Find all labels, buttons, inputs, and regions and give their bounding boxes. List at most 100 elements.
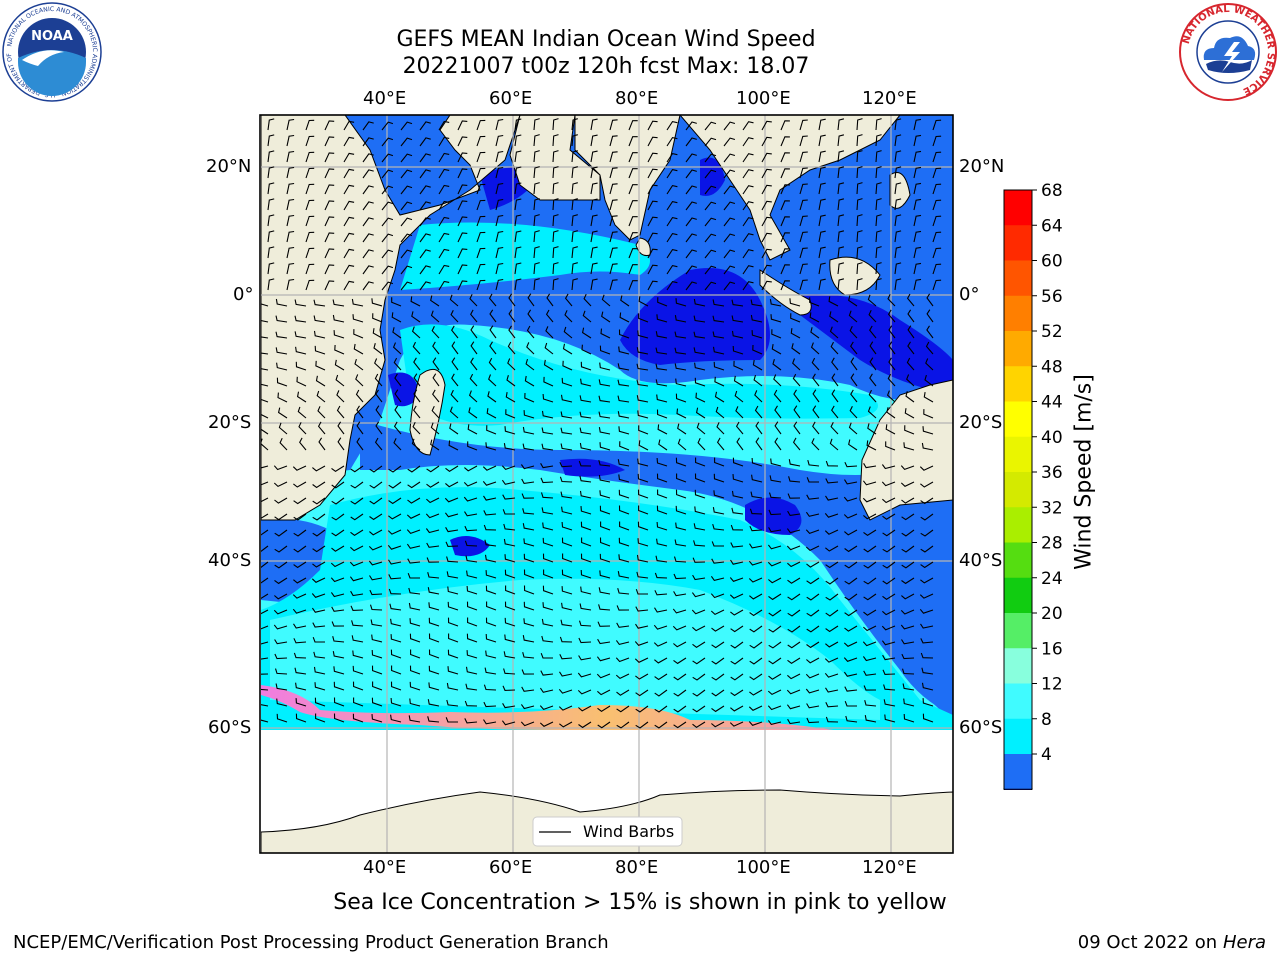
wind-barb — [445, 541, 459, 547]
wind-barb — [295, 346, 307, 355]
wind-barb — [571, 198, 578, 211]
wind-barb — [901, 545, 915, 553]
wind-barb — [267, 118, 275, 131]
wind-barb — [448, 440, 459, 451]
wind-barb — [755, 421, 763, 435]
wind-barb — [564, 293, 573, 307]
wind-barb — [654, 705, 668, 713]
wind-barb — [844, 593, 858, 601]
wind-barb — [504, 569, 516, 579]
wind-barb — [837, 198, 845, 211]
wind-barb — [780, 248, 790, 259]
wind-barb — [495, 166, 504, 179]
wind-barb — [618, 537, 630, 547]
wind-barb — [788, 476, 801, 483]
wind-barb — [767, 561, 782, 567]
wind-barb — [636, 363, 649, 371]
wind-barb — [503, 538, 516, 547]
wind-barb — [704, 249, 717, 259]
wind-barb — [749, 657, 763, 665]
wind-barb — [786, 704, 801, 710]
wind-barb — [655, 555, 668, 563]
wind-barb — [261, 529, 269, 536]
colorbar-tick-label: 16 — [1041, 639, 1063, 659]
wind-barb — [261, 423, 269, 435]
wind-barb — [711, 541, 724, 547]
wind-barb — [913, 278, 922, 291]
wind-barb — [560, 443, 573, 451]
wind-barb — [470, 357, 478, 371]
wind-barb — [619, 441, 630, 451]
map-frame — [259, 114, 954, 854]
wind-barb — [388, 465, 402, 473]
wind-barb — [286, 198, 295, 211]
wind-barb — [637, 538, 649, 547]
wind-barb — [635, 721, 649, 729]
wind-barb — [636, 379, 649, 387]
wind-barb — [919, 465, 934, 471]
wind-barb — [666, 200, 678, 211]
wind-barb — [331, 545, 345, 552]
wind-barb — [780, 120, 790, 131]
wind-barb — [305, 231, 315, 243]
wind-barb — [711, 705, 725, 713]
wind-barb — [465, 555, 478, 563]
wind-barb — [598, 379, 611, 387]
wind-barb — [656, 505, 668, 515]
wind-barb — [913, 214, 922, 227]
wind-zone-8-12-central — [400, 324, 878, 426]
wind-barb — [655, 363, 668, 371]
wind-barb — [486, 408, 497, 419]
wind-barb — [560, 491, 573, 499]
wind-barb — [371, 714, 383, 723]
wind-barb — [711, 625, 725, 632]
wind-barb — [324, 280, 335, 291]
colorbar-tick-label: 40 — [1041, 428, 1063, 448]
wind-barb — [761, 120, 772, 131]
wind-barb — [913, 198, 922, 211]
wind-barb — [862, 641, 877, 647]
wind-barb — [389, 603, 402, 611]
wind-barb — [901, 577, 915, 585]
wind-barb — [730, 524, 744, 531]
wind-barb — [666, 136, 678, 147]
wind-barb — [489, 309, 497, 323]
wind-barb — [485, 585, 497, 595]
wind-barb — [881, 625, 896, 631]
wind-barb — [856, 278, 863, 291]
wind-barb — [318, 437, 326, 451]
wind-barb — [637, 489, 649, 499]
wind-barb — [780, 264, 790, 275]
wind-barb — [824, 672, 839, 678]
wind-barb — [714, 391, 725, 403]
wind-barb — [656, 521, 668, 531]
wind-barb — [371, 649, 383, 659]
wind-barb — [863, 513, 877, 520]
wind-barb — [806, 717, 820, 724]
wind-barb — [780, 168, 790, 179]
wind-barb — [694, 362, 706, 371]
wind-barb — [894, 246, 902, 259]
colorbar-tick-label: 8 — [1041, 710, 1052, 730]
wind-barb — [412, 341, 421, 355]
wind-barb — [920, 513, 934, 521]
wind-barb — [742, 121, 754, 131]
wind-barb — [350, 513, 364, 521]
wind-barb — [352, 650, 364, 659]
wind-barb — [812, 373, 820, 387]
wind-barb — [501, 465, 516, 471]
wind-barb — [514, 198, 522, 211]
wind-barb — [753, 374, 763, 387]
wind-barb — [484, 667, 497, 675]
wind-barb — [792, 373, 801, 387]
wind-barb — [446, 556, 459, 563]
wind-barb — [675, 393, 687, 403]
wind-barb — [488, 293, 497, 307]
wind-barb — [922, 426, 934, 435]
wind-barb — [438, 168, 450, 179]
wind-barb — [887, 309, 896, 323]
wind-barb — [901, 513, 915, 521]
colorbar-tick-label: 64 — [1041, 216, 1063, 236]
wind-barb — [275, 298, 288, 307]
wind-barb — [464, 718, 478, 724]
